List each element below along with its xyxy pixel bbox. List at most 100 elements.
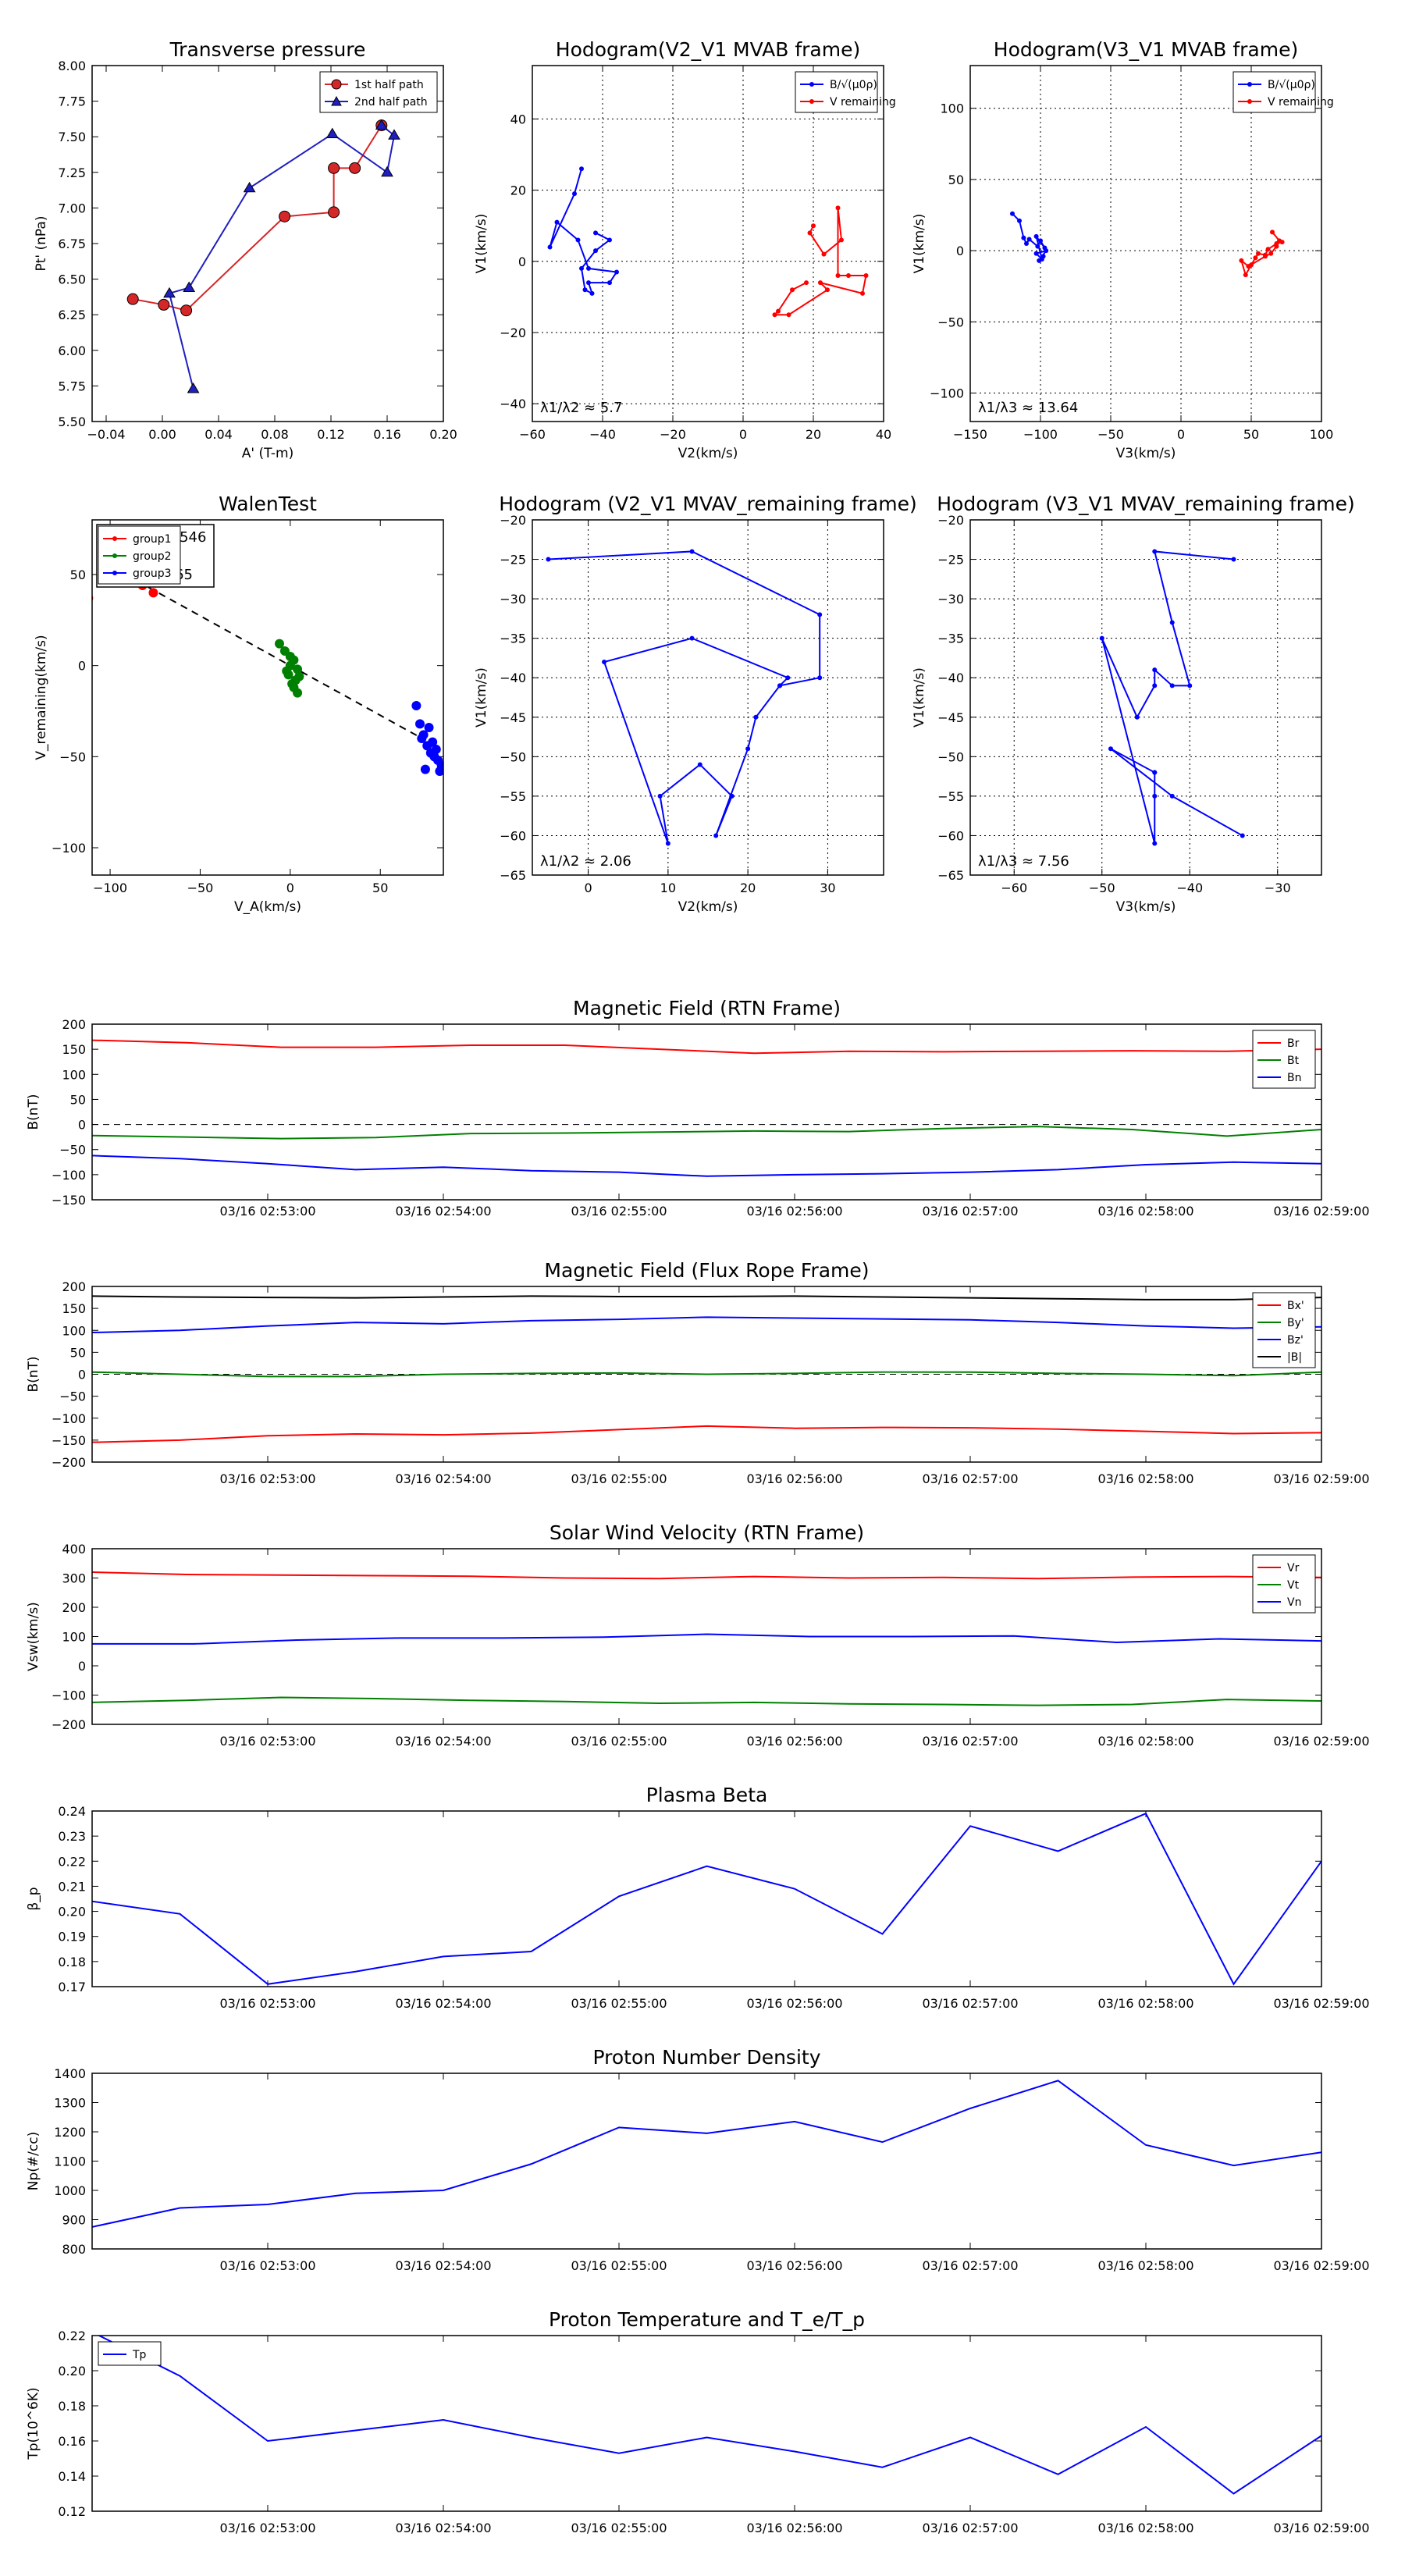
y-tick-label: −30 bbox=[937, 592, 964, 607]
data-point bbox=[607, 280, 612, 286]
axes-frame bbox=[91, 1548, 1322, 1725]
series-bz-line bbox=[92, 1316, 1321, 1334]
y-tick-label: 0.24 bbox=[58, 1804, 86, 1819]
data-point bbox=[1256, 251, 1261, 256]
y-tick-label: 6.50 bbox=[58, 272, 86, 287]
chart-bFR: Magnetic Field (Flux Rope Frame) −200 −150… bbox=[26, 1259, 1370, 1486]
data-point bbox=[187, 382, 200, 393]
data-point bbox=[349, 162, 361, 174]
chart-title: Hodogram(V2_V1 MVAB frame) bbox=[556, 38, 860, 61]
x-tick-label: 03/16 02:58:00 bbox=[1097, 1996, 1193, 2011]
axes-frame bbox=[91, 2335, 1322, 2512]
data-point bbox=[804, 280, 809, 286]
x-tick-label: 0.16 bbox=[373, 427, 401, 442]
series-tp-line bbox=[97, 2336, 1321, 2495]
chart-beta: Plasma Beta 0.17 0.18 0.19 0.20 0.21 0.22 0.23 0… bbox=[26, 1784, 1370, 2011]
series-beta-line bbox=[92, 1812, 1321, 1986]
chart-hodo21: Hodogram(V2_V1 MVAB frame) −40 −20 0 20 40 −60… bbox=[474, 38, 896, 461]
x-tick-label: −60 bbox=[1001, 881, 1027, 895]
data-point bbox=[745, 746, 751, 752]
chart-title: Proton Number Density bbox=[593, 2046, 821, 2069]
chart-title: Transverse pressure bbox=[169, 38, 366, 61]
axes-frame bbox=[91, 65, 444, 422]
x-tick-label: −20 bbox=[660, 427, 686, 442]
x-axis-label: V3(km/s) bbox=[1116, 446, 1176, 461]
legend-label: Bz' bbox=[1287, 1334, 1304, 1347]
y-tick-label: 20 bbox=[510, 183, 526, 198]
y-tick-label: 100 bbox=[62, 1067, 86, 1082]
data-point bbox=[1037, 258, 1042, 263]
y-tick-label: −50 bbox=[937, 749, 964, 764]
data-point bbox=[589, 290, 595, 296]
legend: Tp bbox=[98, 2341, 162, 2366]
x-tick-label: −100 bbox=[1023, 427, 1058, 442]
legend: Bx' By' Bz' |B| bbox=[1252, 1292, 1316, 1368]
legend-label: Vn bbox=[1287, 1596, 1301, 1609]
data-point bbox=[776, 308, 781, 314]
data-point bbox=[1253, 255, 1258, 261]
y-tick-label: 0.16 bbox=[58, 2434, 86, 2449]
x-tick-label: 50 bbox=[372, 881, 388, 895]
y-tick-label: 0.20 bbox=[58, 2364, 86, 2379]
legend-marker bbox=[1247, 82, 1252, 87]
y-tick-label: 50 bbox=[70, 1345, 86, 1360]
x-tick-label: 03/16 02:55:00 bbox=[571, 1471, 667, 1486]
y-tick-label: −100 bbox=[930, 386, 964, 401]
plot-area bbox=[92, 570, 443, 776]
data-point bbox=[1021, 235, 1026, 240]
x-tick-label: 03/16 02:59:00 bbox=[1273, 1204, 1369, 1219]
y-axis-label: β_p bbox=[26, 1887, 41, 1910]
y-tick-label: −20 bbox=[937, 513, 964, 528]
y-tick-label: 6.25 bbox=[58, 308, 86, 322]
y-tick-label: 1000 bbox=[54, 2183, 86, 2198]
y-tick-label: 100 bbox=[62, 1323, 86, 1338]
y-tick-label: −35 bbox=[937, 632, 964, 646]
data-point bbox=[1152, 549, 1158, 554]
y-tick-label: 200 bbox=[62, 1600, 86, 1615]
data-point bbox=[860, 290, 865, 296]
legend-marker bbox=[112, 553, 117, 558]
series-np-line bbox=[92, 2080, 1321, 2228]
y-tick-label: −50 bbox=[937, 315, 964, 329]
series-bn-line bbox=[92, 1155, 1321, 1177]
y-tick-label: 50 bbox=[70, 568, 86, 582]
x-tick-label: −0.04 bbox=[87, 427, 125, 442]
data-point bbox=[777, 683, 783, 688]
data-point bbox=[807, 230, 813, 236]
series-br-line bbox=[92, 1039, 1321, 1055]
data-point bbox=[753, 714, 759, 720]
legend-label: group3 bbox=[133, 568, 172, 580]
data-point bbox=[1152, 667, 1158, 673]
x-tick-label: 03/16 02:59:00 bbox=[1273, 1734, 1369, 1749]
legend-label: V remaining bbox=[1268, 96, 1334, 109]
y-tick-label: 1400 bbox=[54, 2066, 86, 2081]
chart-title: Proton Temperature and T_e/T_p bbox=[549, 2308, 865, 2331]
chart-title: Hodogram(V3_V1 MVAB frame) bbox=[994, 38, 1298, 61]
y-axis-label: V1(km/s) bbox=[474, 214, 489, 274]
y-tick-label: −55 bbox=[937, 789, 964, 804]
x-tick-label: 03/16 02:55:00 bbox=[571, 1204, 667, 1219]
data-point bbox=[1035, 244, 1040, 249]
legend: B/√(μ0ρ) V remaining bbox=[795, 71, 896, 113]
data-point bbox=[1044, 248, 1049, 254]
data-point bbox=[811, 223, 816, 229]
series-b-0-line bbox=[549, 168, 618, 295]
chart-hodo21r: Hodogram (V2_V1 MVAV_remaining frame) −65… bbox=[474, 493, 917, 915]
data-point bbox=[818, 280, 823, 286]
x-tick-label: 03/16 02:59:00 bbox=[1273, 2521, 1369, 2535]
y-tick-label: 0.21 bbox=[58, 1879, 86, 1894]
legend-label: Tp bbox=[132, 2349, 147, 2361]
data-point bbox=[158, 298, 170, 311]
y-tick-label: 0.23 bbox=[58, 1829, 86, 1844]
data-point bbox=[729, 793, 735, 799]
x-tick-label: 03/16 02:55:00 bbox=[571, 2521, 667, 2535]
chart-title: Solar Wind Velocity (RTN Frame) bbox=[550, 1521, 864, 1544]
data-point bbox=[785, 675, 791, 681]
y-axis-label: V1(km/s) bbox=[474, 667, 489, 728]
data-point bbox=[1169, 620, 1175, 625]
data-point bbox=[582, 287, 588, 293]
plot-area bbox=[547, 166, 869, 318]
y-tick-label: 150 bbox=[62, 1042, 86, 1057]
y-tick-label: 400 bbox=[62, 1542, 86, 1557]
y-tick-label: −40 bbox=[937, 671, 964, 685]
